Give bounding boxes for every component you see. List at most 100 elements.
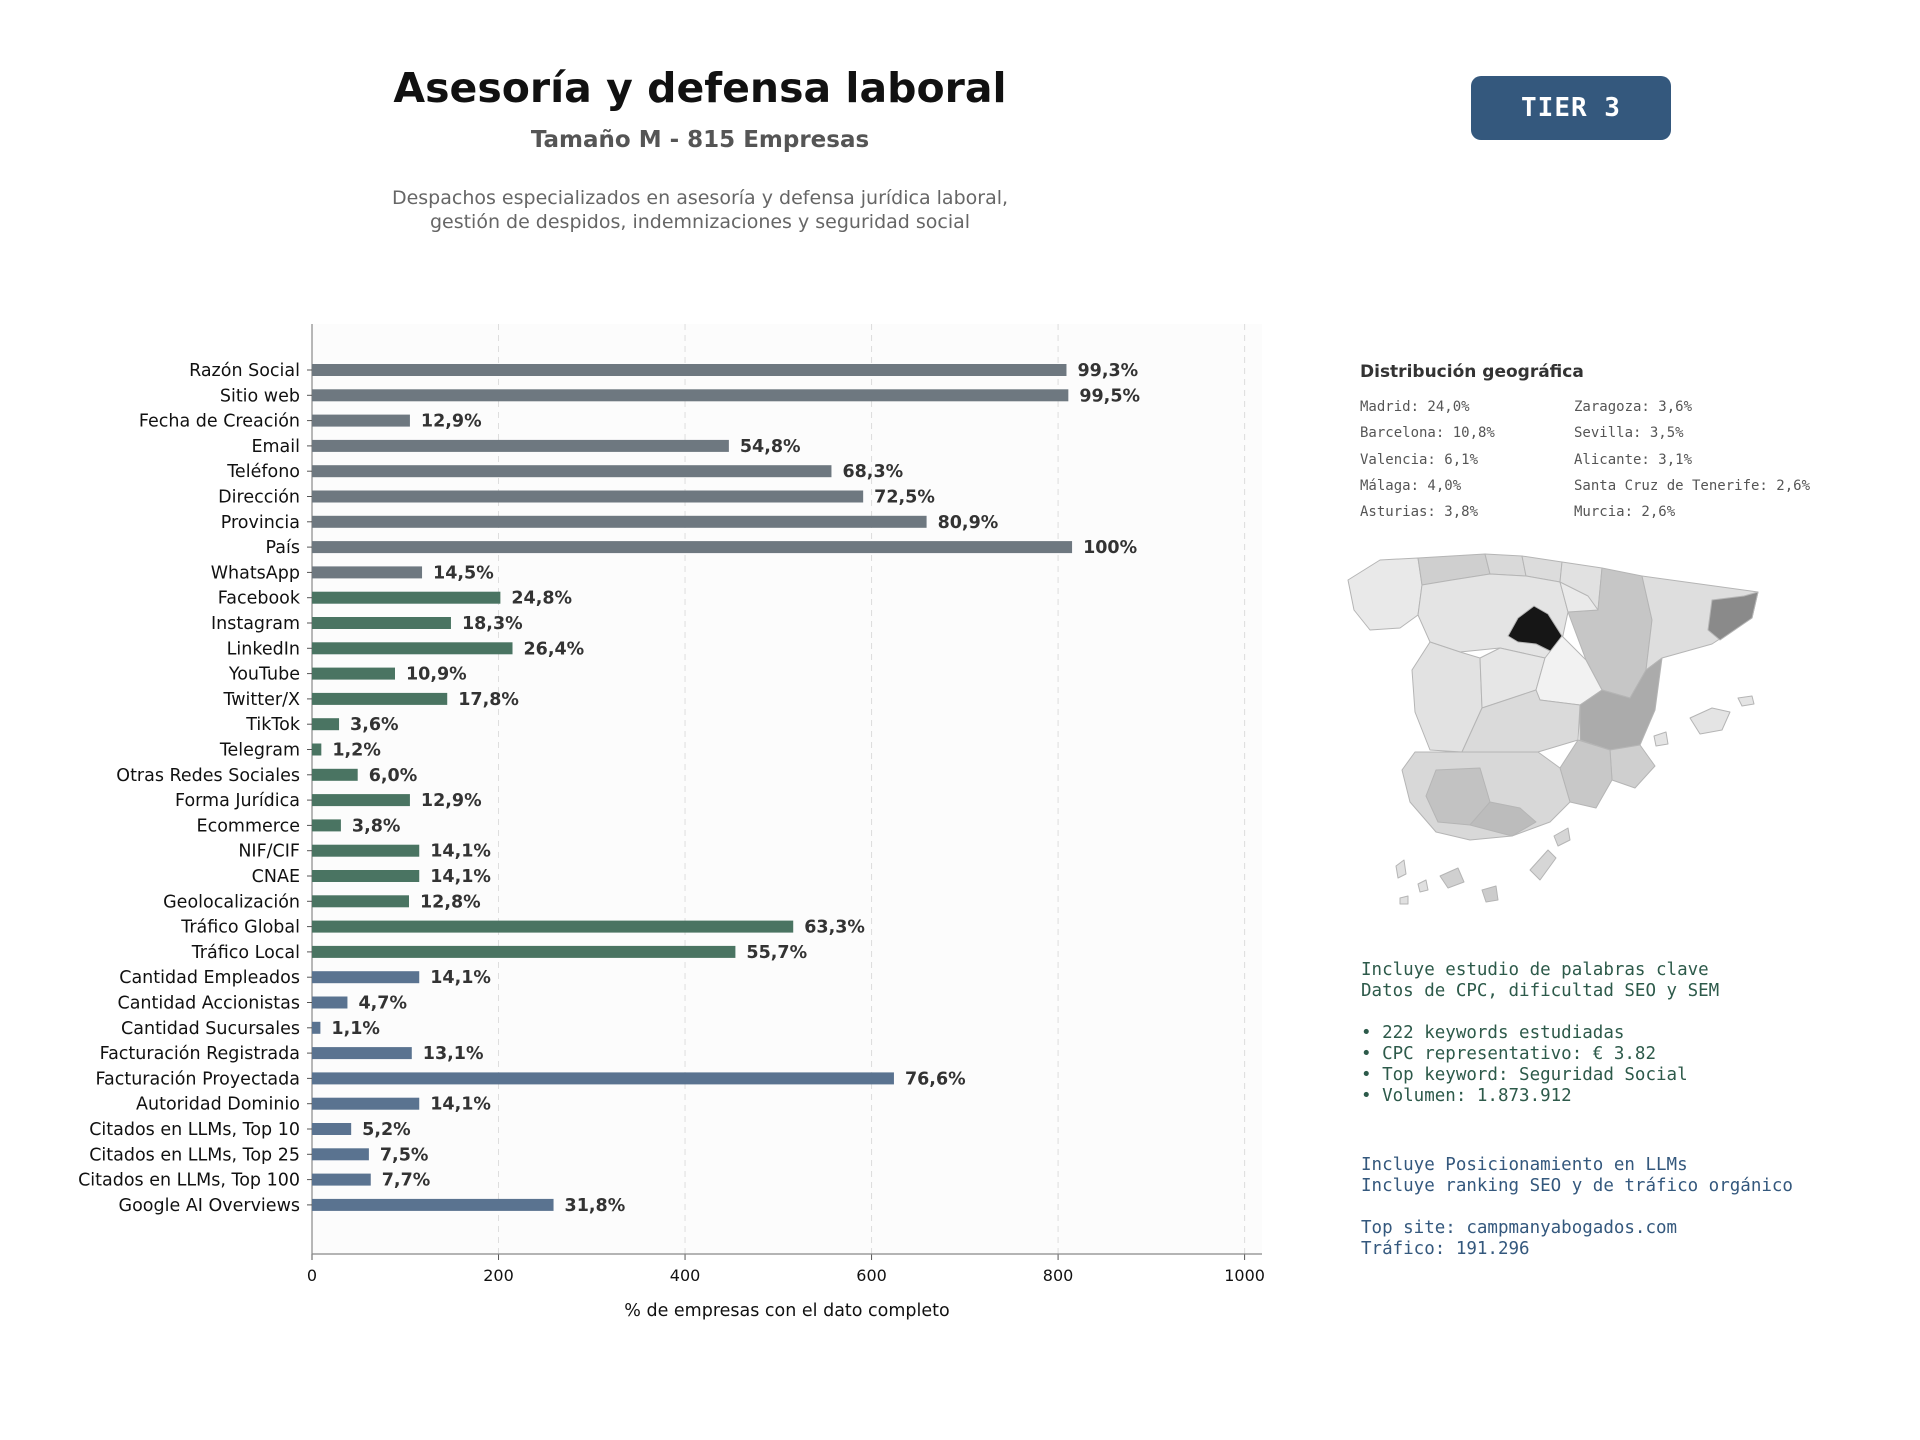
y-tick-label: Citados en LLMs, Top 10 [89, 1120, 300, 1140]
y-tick-label: Razón Social [189, 361, 300, 381]
data-label: 1,1% [331, 1019, 380, 1039]
bar [312, 439, 729, 452]
llm-info: Incluye Posicionamiento en LLMs Incluye … [1361, 1155, 1793, 1260]
keywords-bullet: • Volumen: 1.873.912 [1361, 1086, 1572, 1106]
data-label: 26,4% [524, 639, 585, 659]
geo-item: Valencia: 6,1% [1360, 452, 1479, 468]
map-region-alicante [1609, 744, 1656, 789]
data-label: 17,8% [458, 690, 519, 710]
bar [312, 389, 1069, 402]
bar [312, 768, 358, 781]
tier-badge: TIER 3 [1471, 76, 1671, 140]
keywords-bullet: • Top keyword: Seguridad Social [1361, 1065, 1688, 1085]
keywords-info: Incluye estudio de palabras clave Datos … [1361, 960, 1719, 1107]
y-tick-label: Telegram [219, 741, 300, 761]
bar [312, 1021, 321, 1034]
data-label: 12,9% [421, 412, 482, 432]
llm-detail-line: Top site: campmanyabogados.com [1361, 1218, 1678, 1238]
data-label: 99,5% [1079, 386, 1140, 406]
x-tick-label: 800 [1043, 1266, 1074, 1285]
data-label: 14,5% [433, 563, 494, 583]
bar [312, 1097, 420, 1110]
data-label: 31,8% [565, 1196, 626, 1216]
data-label: 54,8% [740, 437, 801, 457]
bar [312, 920, 794, 933]
bar [312, 844, 420, 857]
bar [312, 642, 513, 655]
map-region-canarias-gran-canaria [1481, 885, 1499, 903]
bar [312, 414, 410, 427]
x-tick-label: 0 [307, 1266, 317, 1285]
map-region-malaga [1469, 801, 1537, 837]
spacer [1361, 1197, 1793, 1218]
bar [312, 1198, 554, 1211]
data-label: 14,1% [430, 968, 491, 988]
y-tick-label: Citados en LLMs, Top 100 [78, 1171, 300, 1191]
llm-intro-line: Incluye Posicionamiento en LLMs [1361, 1155, 1688, 1175]
y-tick-label: Provincia [221, 513, 300, 533]
bar [312, 617, 451, 629]
y-tick-label: Autoridad Dominio [136, 1095, 300, 1115]
y-tick-label: Cantidad Empleados [119, 968, 300, 988]
bar [312, 364, 1067, 376]
x-tick-label: 600 [856, 1266, 887, 1285]
geo-distribution-title: Distribución geográfica [1360, 362, 1584, 382]
bar [312, 591, 501, 604]
y-tick-label: Otras Redes Sociales [116, 766, 300, 786]
map-region-valencia [1579, 657, 1663, 751]
data-label: 1,2% [332, 741, 381, 761]
y-tick-label: LinkedIn [227, 639, 300, 659]
y-tick-label: Facturación Registrada [100, 1044, 300, 1064]
x-tick-label: 400 [670, 1266, 701, 1285]
page-title: Asesoría y defensa laboral [393, 64, 1007, 112]
data-label: 10,9% [406, 665, 467, 685]
spain-map [1347, 553, 1759, 905]
llm-intro-line: Incluye ranking SEO y de tráfico orgánic… [1361, 1176, 1793, 1196]
geo-item: Asturias: 3,8% [1360, 504, 1479, 520]
y-tick-label: Citados en LLMs, Top 25 [89, 1145, 300, 1165]
y-tick-label: YouTube [228, 665, 300, 685]
geo-item: Sevilla: 3,5% [1574, 425, 1684, 441]
plot-area [312, 324, 1262, 1254]
data-label: 63,3% [804, 918, 865, 938]
y-tick-label: Cantidad Accionistas [117, 994, 300, 1014]
data-label: 13,1% [423, 1044, 484, 1064]
data-label: 5,2% [362, 1120, 411, 1140]
keywords-bullet: • 222 keywords estudiadas [1361, 1023, 1625, 1043]
bar [312, 819, 341, 832]
bar [312, 1148, 369, 1161]
data-label: 14,1% [430, 867, 491, 887]
geo-item: Alicante: 3,1% [1574, 452, 1693, 468]
geo-item: Santa Cruz de Tenerife: 2,6% [1574, 478, 1811, 494]
y-tick-label: Ecommerce [197, 816, 300, 836]
data-label: 55,7% [746, 943, 807, 963]
bar [312, 541, 1073, 554]
x-tick-label: 1000 [1224, 1266, 1265, 1285]
x-tick-label: 200 [483, 1266, 514, 1285]
y-tick-label: Tráfico Local [191, 943, 300, 963]
data-label: 12,8% [420, 892, 481, 912]
bar [312, 465, 832, 478]
y-tick-label: TikTok [245, 715, 301, 735]
y-tick-label: Email [251, 437, 300, 457]
bar [312, 945, 736, 958]
map-region-balears-ibiza [1653, 731, 1669, 747]
data-label: 3,6% [350, 715, 399, 735]
data-label: 68,3% [842, 462, 903, 482]
y-tick-label: Facebook [218, 589, 301, 609]
geo-item: Murcia: 2,6% [1574, 504, 1676, 520]
map-region-la-rioja [1559, 581, 1599, 613]
geo-item: Madrid: 24,0% [1360, 399, 1470, 415]
y-tick-label: País [266, 538, 300, 558]
geo-item: Zaragoza: 3,6% [1574, 399, 1693, 415]
map-region-canarias-fuerteventura [1529, 849, 1557, 881]
y-tick-label: CNAE [252, 867, 300, 887]
bar-chart: 0 200 400 600 800 1000 Razón Social 99,3% Sitio … [78, 324, 1265, 1321]
bar [312, 692, 448, 705]
y-tick-label: Fecha de Creación [139, 412, 300, 432]
page-subtitle: Tamaño M - 815 Empresas [530, 127, 870, 153]
llm-detail-line: Tráfico: 191.296 [1361, 1239, 1530, 1259]
data-label: 7,5% [380, 1145, 429, 1165]
data-label: 6,0% [369, 766, 418, 786]
bar [312, 794, 410, 807]
